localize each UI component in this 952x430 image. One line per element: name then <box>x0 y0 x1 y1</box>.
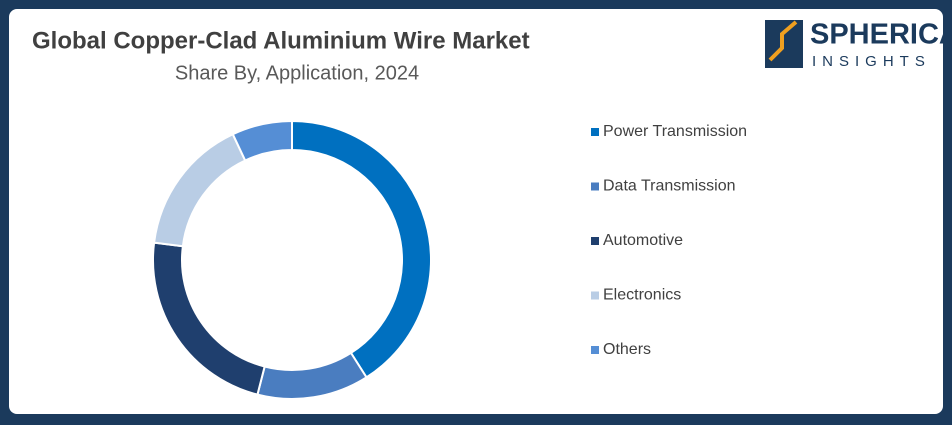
legend-swatch <box>591 346 599 354</box>
donut-slice <box>231 119 293 162</box>
legend-label: Automotive <box>603 232 683 249</box>
logo-mark <box>768 20 798 62</box>
logo: SPHERICAL INSIGHTS <box>765 19 952 70</box>
logo-name: SPHERICAL <box>810 19 952 51</box>
legend-swatch <box>591 182 599 191</box>
panel <box>9 9 943 414</box>
legend-label: Power Transmission <box>603 123 747 140</box>
legend-swatch <box>591 237 599 245</box>
legend-label: Others <box>603 341 651 358</box>
legend-label: Data Transmission <box>603 178 736 195</box>
logo-tagline: INSIGHTS <box>812 53 931 70</box>
chart-title: Global Copper-Clad Aluminium Wire Market <box>32 27 530 54</box>
legend-swatch <box>591 291 599 300</box>
chart-subtitle: Share By, Application, 2024 <box>175 62 419 84</box>
legend-swatch <box>591 128 599 136</box>
legend-label: Electronics <box>603 287 681 304</box>
